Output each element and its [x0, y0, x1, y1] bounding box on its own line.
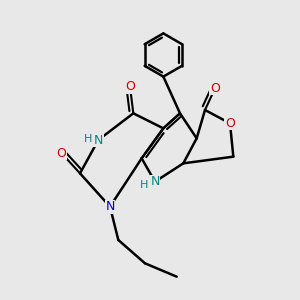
- Text: N: N: [150, 175, 160, 188]
- Text: O: O: [125, 80, 135, 93]
- Text: H: H: [140, 180, 149, 190]
- Text: N: N: [150, 175, 160, 188]
- Text: H: H: [84, 134, 92, 143]
- Text: N: N: [94, 134, 103, 146]
- Text: N: N: [105, 200, 115, 213]
- Text: O: O: [57, 147, 67, 160]
- Text: O: O: [210, 82, 220, 95]
- Text: O: O: [225, 117, 235, 130]
